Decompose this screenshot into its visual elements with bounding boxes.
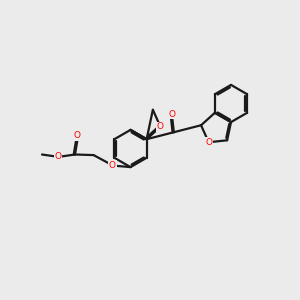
Text: O: O [74, 131, 81, 140]
Text: O: O [109, 160, 116, 169]
Text: O: O [205, 138, 212, 147]
Text: O: O [169, 110, 176, 119]
Text: O: O [157, 122, 164, 131]
Text: O: O [54, 152, 61, 161]
